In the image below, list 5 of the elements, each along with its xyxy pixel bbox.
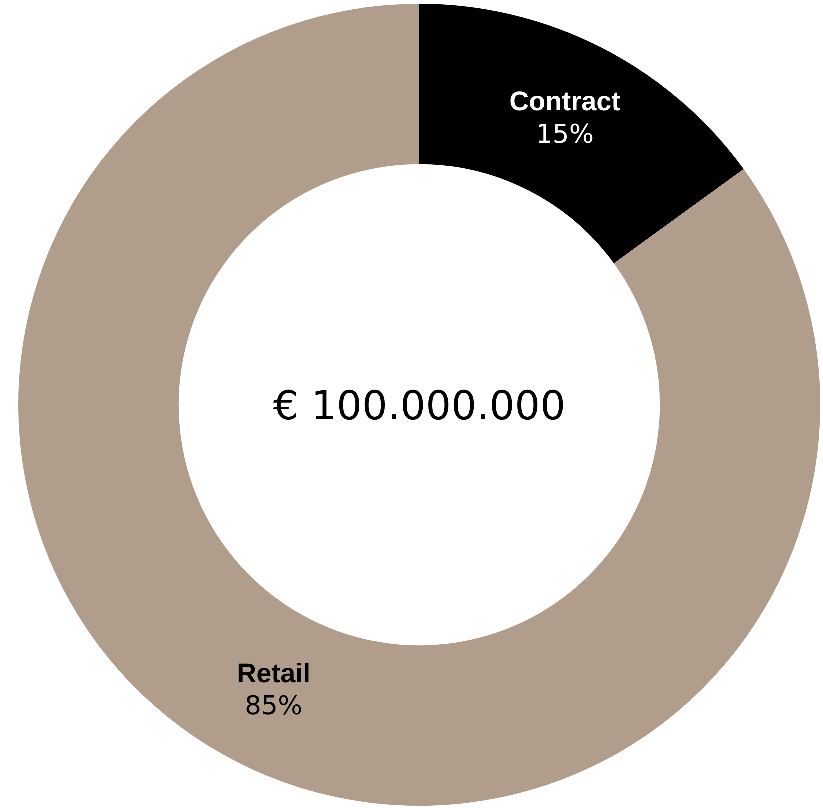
data-label: 85% (244, 692, 303, 722)
text: € 100.000.000 (273, 383, 566, 430)
data-label: 15% (536, 120, 594, 150)
slice-label: Contract (510, 86, 621, 117)
slice-label: Retail (237, 658, 311, 688)
